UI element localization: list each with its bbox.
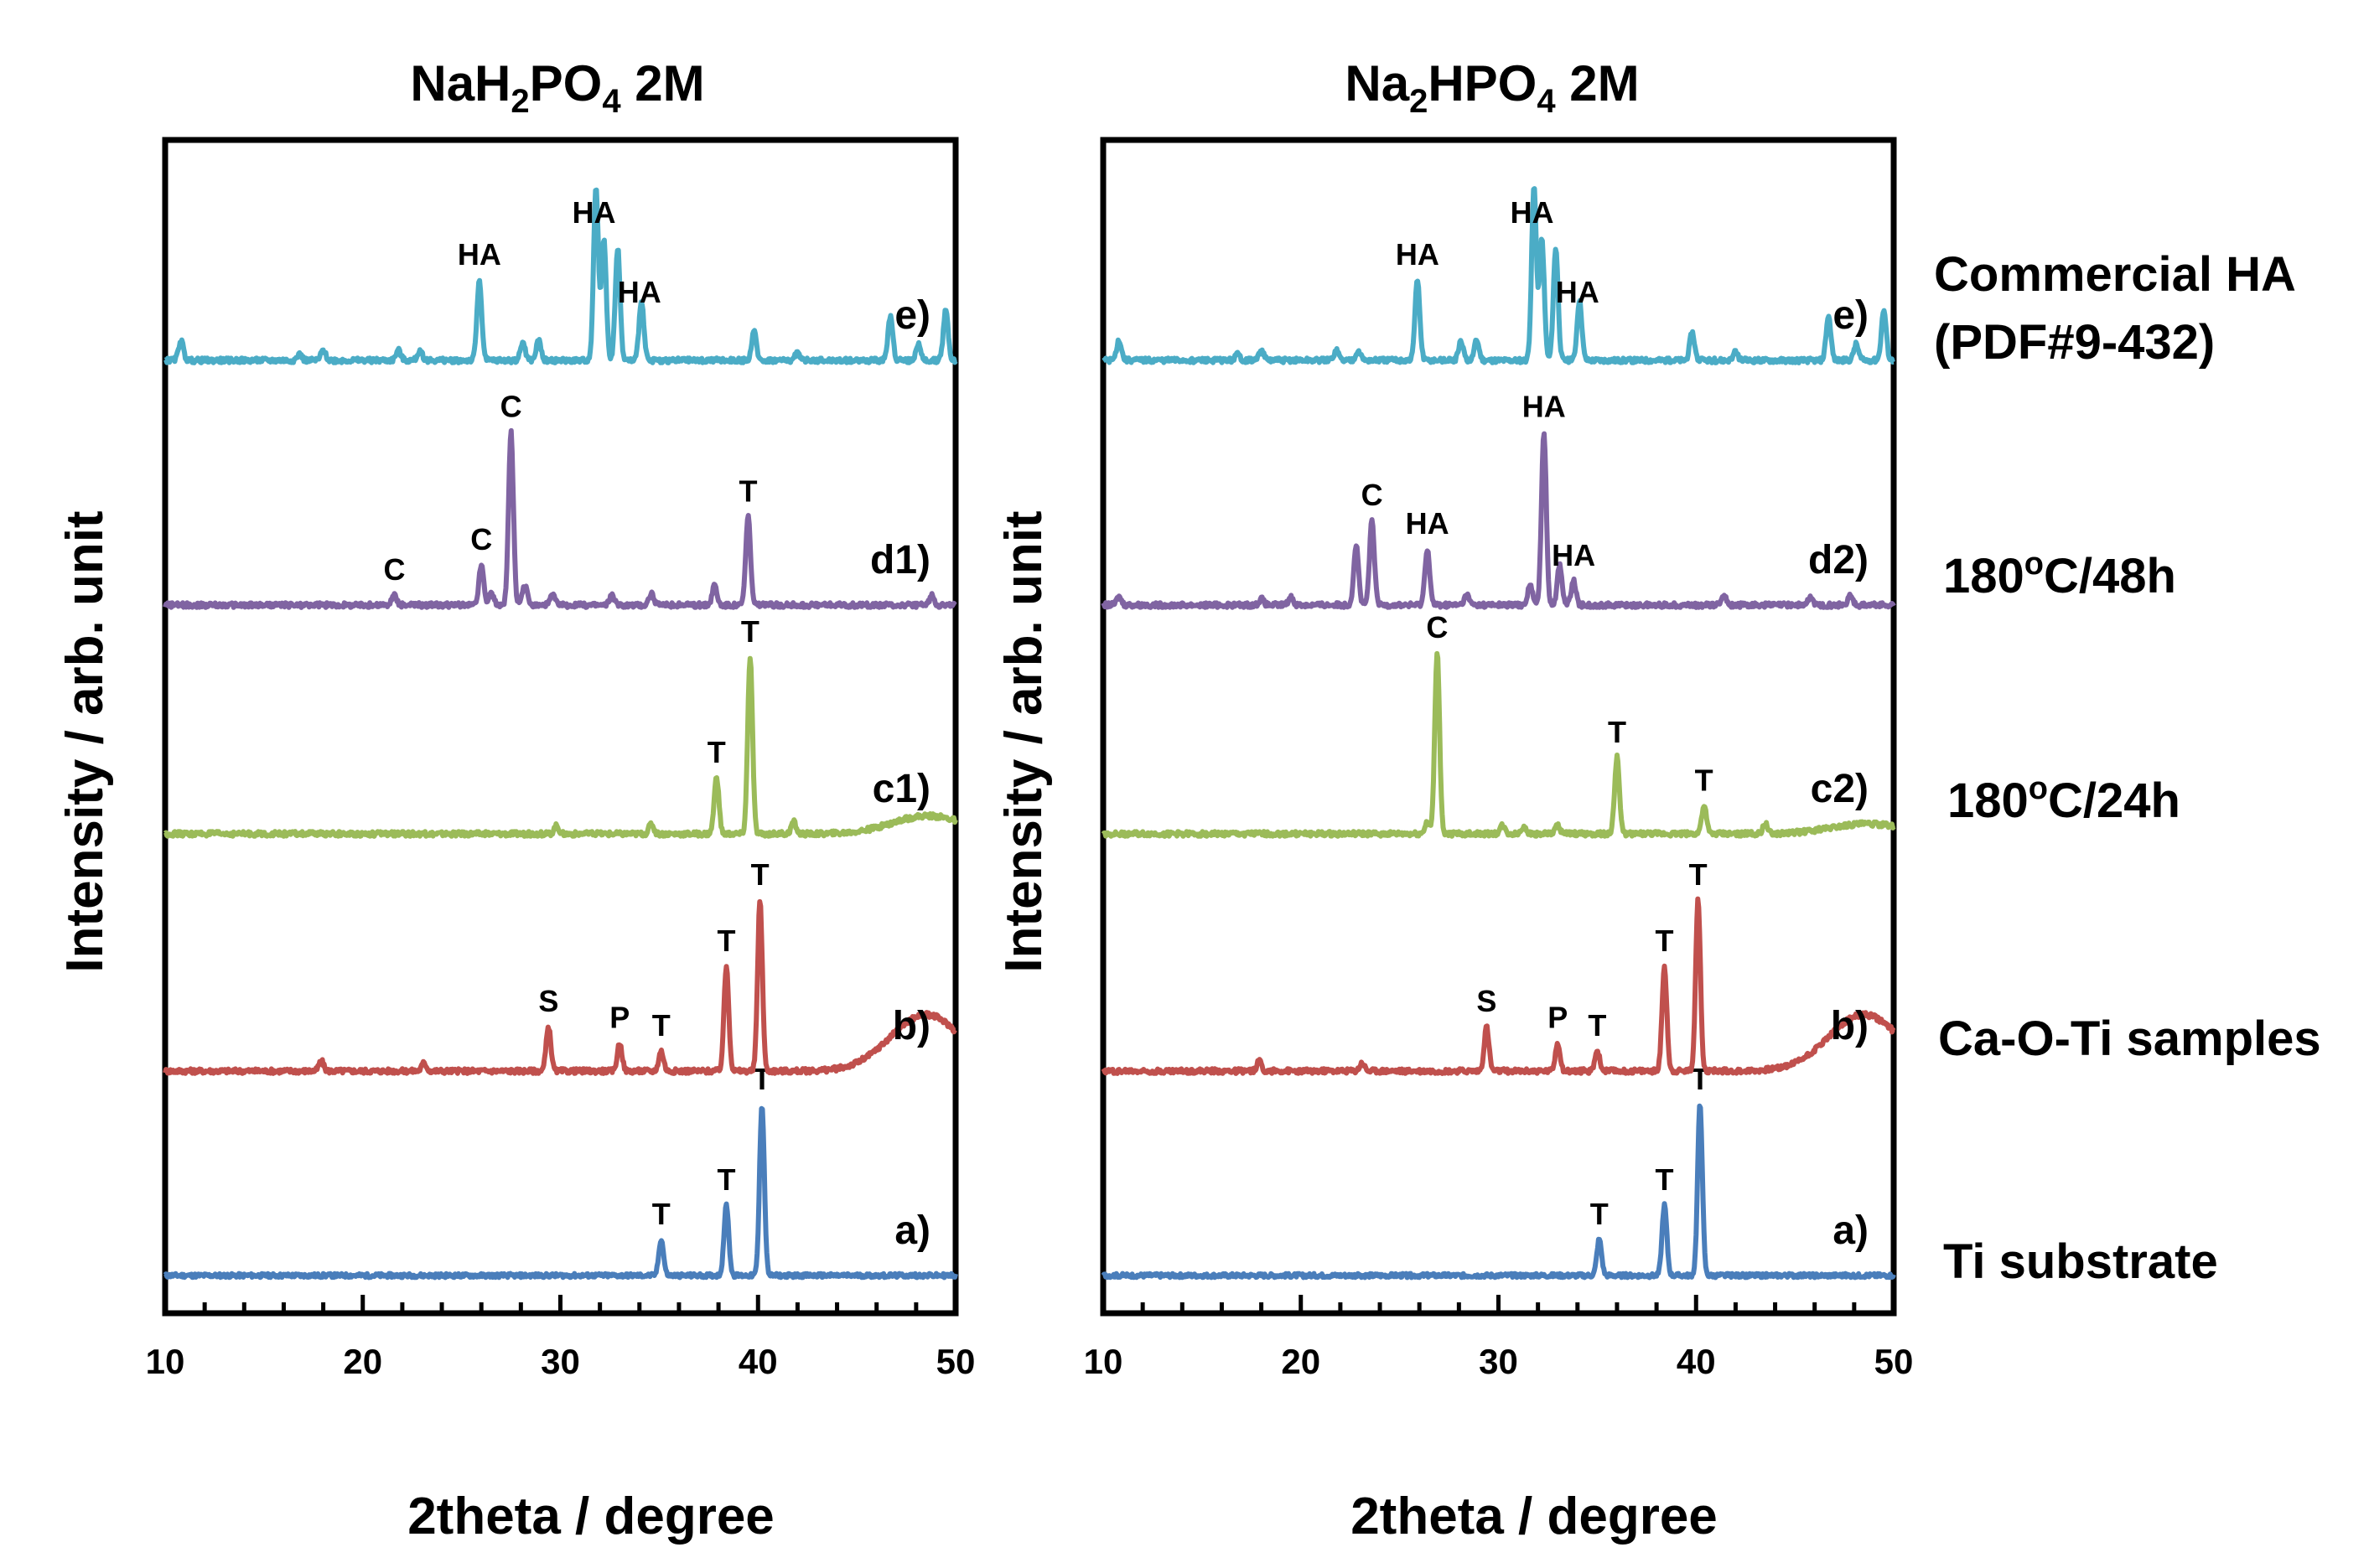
desc-commercial-ha-line2: (PDF#9-432) bbox=[1934, 315, 2215, 370]
peak-annotation: C bbox=[383, 552, 405, 587]
series-line-a bbox=[163, 1105, 958, 1281]
peak-annotation: C bbox=[500, 390, 522, 424]
plot-frame bbox=[1100, 137, 1897, 1317]
peak-annotation: C bbox=[470, 522, 492, 556]
plot-frame bbox=[162, 137, 959, 1317]
peak-annotation: T bbox=[718, 1162, 736, 1197]
peak-annotation: HA bbox=[1396, 237, 1439, 272]
x-tick-label: 50 bbox=[1874, 1342, 1914, 1381]
trace-label: c2) bbox=[1811, 767, 1869, 811]
x-tick-label: 30 bbox=[1479, 1342, 1518, 1381]
x-tick-label: 30 bbox=[541, 1342, 580, 1381]
peak-annotation: T bbox=[1608, 715, 1626, 749]
trace-label: b) bbox=[1831, 1004, 1869, 1048]
sample-descriptions: Commercial HA (PDF#9-432) 180oC/48h 180o… bbox=[1934, 247, 2321, 1289]
peak-annotation: HA bbox=[573, 195, 616, 230]
peak-annotation: HA bbox=[1522, 390, 1566, 424]
trace-label: e) bbox=[894, 293, 930, 338]
series-line-d2 bbox=[1101, 431, 1896, 610]
peak-annotation: T bbox=[652, 1197, 671, 1231]
series-line-b bbox=[1101, 896, 1896, 1076]
peak-annotation: S bbox=[1476, 984, 1496, 1018]
x-tick-label: 10 bbox=[146, 1342, 185, 1381]
peak-annotation: T bbox=[751, 857, 770, 892]
peak-annotation: HA bbox=[1552, 538, 1595, 572]
series-line-c2 bbox=[1101, 650, 1896, 839]
y-axis-title: Intensity / arb. unit bbox=[56, 510, 114, 972]
panel-title: Na2HPO4 2M bbox=[1345, 55, 1639, 120]
peak-annotation: HA bbox=[1406, 506, 1449, 541]
peak-annotation: C bbox=[1361, 478, 1383, 512]
desc-ti-substrate: Ti substrate bbox=[1943, 1234, 2218, 1289]
peak-annotation: T bbox=[1590, 1197, 1609, 1231]
peak-annotation: C bbox=[1426, 610, 1448, 644]
peak-annotation: P bbox=[1547, 1000, 1568, 1034]
trace-label: e) bbox=[1832, 293, 1869, 338]
peak-annotation: P bbox=[609, 1000, 630, 1034]
x-tick-label: 40 bbox=[739, 1342, 778, 1381]
series-line-d1 bbox=[163, 427, 957, 610]
x-tick-label: 50 bbox=[936, 1342, 976, 1381]
x-axis-title: 2theta / degree bbox=[1350, 1488, 1718, 1545]
series-line-a bbox=[1101, 1103, 1896, 1281]
series-line-c1 bbox=[163, 655, 958, 839]
peak-annotation: T bbox=[1656, 924, 1674, 958]
peak-annotation: S bbox=[538, 984, 558, 1018]
series-line-e bbox=[1102, 186, 1895, 365]
x-tick-label: 10 bbox=[1084, 1342, 1123, 1381]
peak-annotation: HA bbox=[1556, 275, 1599, 309]
peak-annotation: T bbox=[1695, 763, 1713, 797]
peak-annotation: T bbox=[1656, 1162, 1674, 1197]
peak-annotation: HA bbox=[458, 237, 501, 272]
peak-annotation: T bbox=[718, 924, 736, 958]
peak-annotation: T bbox=[741, 614, 759, 649]
peak-annotation: T bbox=[652, 1008, 671, 1043]
peak-annotation: HA bbox=[1511, 195, 1554, 230]
peak-annotation: HA bbox=[618, 275, 661, 309]
x-axis-title: 2theta / degree bbox=[407, 1488, 775, 1545]
trace-label: a) bbox=[894, 1208, 930, 1253]
peak-annotation: T bbox=[739, 474, 757, 508]
series-line-e bbox=[163, 187, 958, 365]
x-tick-label: 40 bbox=[1677, 1342, 1716, 1381]
peak-annotation: T bbox=[708, 735, 726, 769]
x-tick-label: 20 bbox=[1281, 1342, 1320, 1381]
trace-label: b) bbox=[893, 1004, 930, 1048]
trace-label: d1) bbox=[870, 538, 930, 582]
y-axis-title: Intensity / arb. unit bbox=[995, 510, 1053, 972]
trace-label: a) bbox=[1832, 1208, 1869, 1253]
peak-annotation: T bbox=[1689, 857, 1708, 892]
x-ticks: 10 20 30 40 50 bbox=[146, 1295, 976, 1381]
x-tick-label: 20 bbox=[343, 1342, 382, 1381]
x-ticks: 10 20 30 40 50 bbox=[1084, 1295, 1914, 1381]
peak-annotation: T bbox=[1588, 1008, 1606, 1043]
desc-commercial-ha-line1: Commercial HA bbox=[1934, 247, 2296, 302]
trace-label: c1) bbox=[873, 767, 930, 811]
desc-ca-o-ti-samples: Ca-O-Ti samples bbox=[1938, 1012, 2321, 1066]
panel-title: NaH2PO4 2M bbox=[410, 55, 704, 120]
series-line-b bbox=[163, 898, 957, 1076]
desc-180c-24h: 180oC/24h bbox=[1947, 771, 2180, 828]
trace-label: d2) bbox=[1808, 538, 1869, 582]
desc-180c-48h: 180oC/48h bbox=[1943, 546, 2176, 603]
